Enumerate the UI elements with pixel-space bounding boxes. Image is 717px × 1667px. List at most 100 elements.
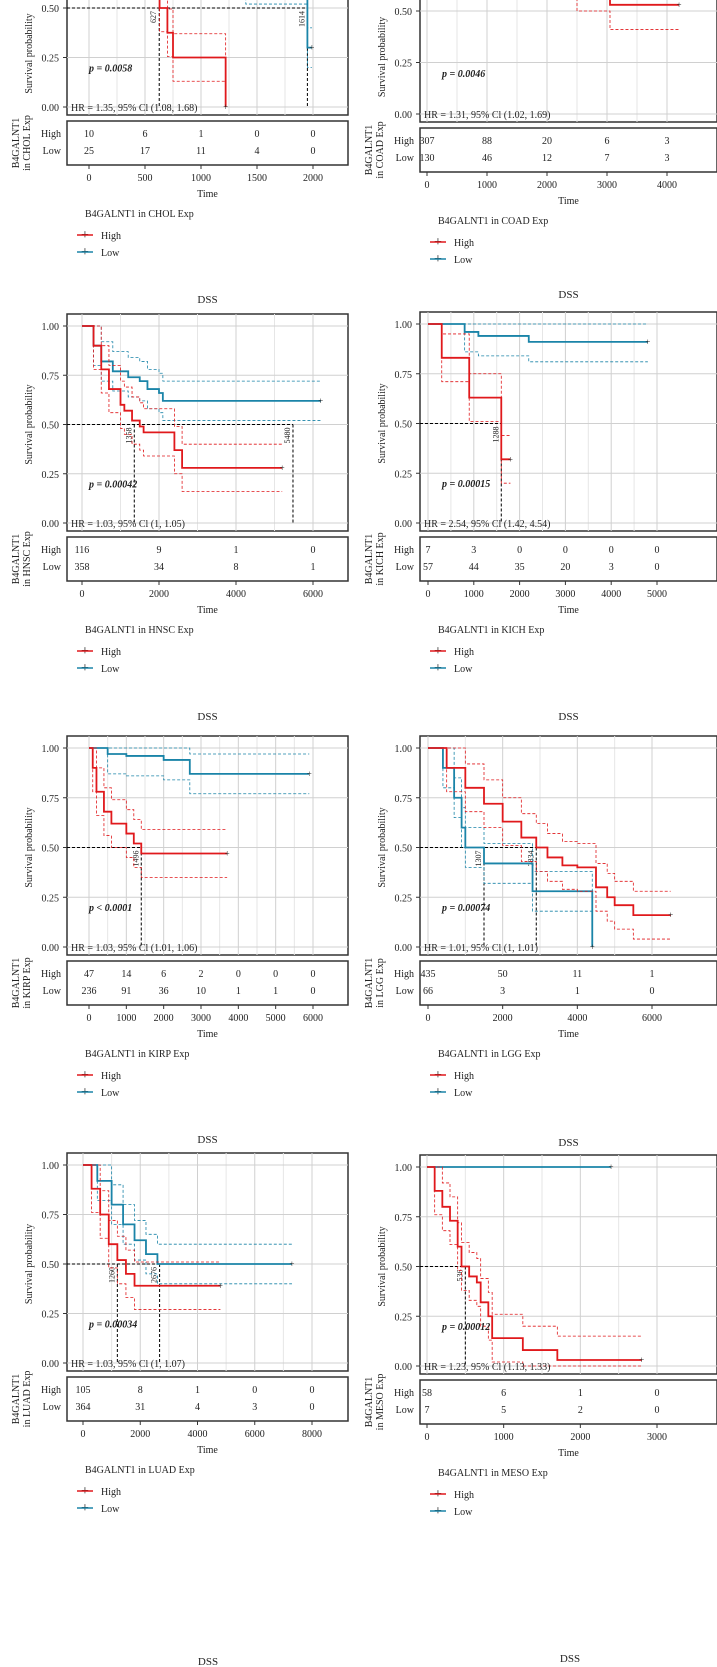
survival-curve-high (428, 747, 671, 917)
risk-count: 66 (423, 986, 433, 997)
legend-low-label: Low (101, 248, 120, 259)
y-tick-label: 0.25 (395, 59, 413, 70)
y-tick-label: 0.50 (395, 844, 413, 855)
panel-title: DSS (558, 289, 578, 301)
risk-count: 3 (252, 1402, 257, 1413)
risk-count: 34 (154, 562, 164, 573)
y-axis-label: Survival probability (24, 384, 35, 464)
survival-curve-low (83, 1164, 292, 1265)
risk-count: 0 (310, 1402, 315, 1413)
risk-count: 20 (560, 562, 570, 573)
risk-count: 17 (140, 146, 150, 157)
y-axis-label: Survival probability (24, 13, 35, 93)
median-label: 1614 (297, 11, 306, 27)
confidence-band-high (83, 1164, 221, 1263)
risk-row-label: Low (396, 562, 415, 573)
x-tick-label: 2000 (570, 1432, 590, 1443)
x-tick-label: 6000 (642, 1013, 662, 1024)
risk-count: 6 (501, 1388, 506, 1399)
risk-count: 12 (542, 153, 552, 164)
risk-table-label: B4GALNT1 (11, 958, 22, 1009)
median-label: 536 (455, 1270, 464, 1282)
risk-count: 5 (501, 1405, 506, 1416)
risk-count: 0 (650, 986, 655, 997)
risk-count: 1 (234, 545, 239, 556)
x-tick-label: 4000 (567, 1013, 587, 1024)
risk-count: 0 (563, 545, 568, 556)
panel-title: DSS (197, 711, 217, 723)
y-tick-label: 1.00 (395, 1163, 413, 1174)
risk-row-label: Low (396, 153, 415, 164)
censor-mark: + (309, 43, 314, 53)
risk-count: 0 (311, 986, 316, 997)
km-panel-chol: 0.00 0.25 0.50 Survival probability 627 1614 +… (11, 0, 349, 260)
censor-mark: + (645, 337, 650, 347)
y-tick-label: 0.50 (42, 844, 60, 855)
risk-count: 7 (605, 153, 610, 164)
risk-count: 1 (195, 1385, 200, 1396)
x-tick-label: 0 (425, 1432, 430, 1443)
legend-low-label: Low (101, 1504, 120, 1515)
legend-low-label: Low (454, 1507, 473, 1518)
x-tick-label: 5000 (266, 1013, 286, 1024)
plot-frame (66, 735, 349, 956)
legend-high-label: High (101, 231, 121, 242)
risk-count: 44 (469, 562, 479, 573)
risk-table-label: B4GALNT1 (364, 958, 375, 1009)
y-axis-label: Survival probability (24, 807, 35, 887)
risk-row-label: Low (43, 1402, 62, 1413)
risk-count: 0 (236, 969, 241, 980)
panel-title: DSS (558, 711, 578, 723)
y-tick-label: 0.75 (42, 794, 60, 805)
y-tick-label: 1.00 (42, 322, 60, 333)
plot-frame (419, 0, 717, 123)
y-tick-label: 0.00 (42, 103, 60, 114)
risk-count: 0 (655, 1405, 660, 1416)
survival-curve-high (83, 1164, 221, 1287)
confidence-band-low (428, 323, 648, 363)
risk-count: 8 (138, 1385, 143, 1396)
y-tick-label: 0.00 (395, 110, 413, 121)
censor-mark: + (307, 769, 312, 779)
hazard-ratio: HR = 1.01, 95% Cl (1, 1.01) (424, 943, 538, 954)
survival-curve-low (428, 323, 648, 343)
risk-table-label: B4GALNT1 (364, 125, 375, 176)
legend-low-label: Low (454, 1088, 473, 1099)
survival-curve-high (89, 747, 228, 855)
x-axis-label: Time (558, 605, 579, 616)
x-tick-label: 500 (138, 173, 153, 184)
y-tick-label: 0.00 (42, 943, 60, 954)
x-tick-label: 3000 (647, 1432, 667, 1443)
legend-low-label: Low (101, 1088, 120, 1099)
hazard-ratio: HR = 2.54, 95% Cl (1.42, 4.54) (424, 519, 550, 530)
censor-mark: + (225, 848, 230, 858)
risk-count: 10 (84, 129, 94, 140)
x-tick-label: 2000 (130, 1429, 150, 1440)
legend-title: B4GALNT1 in LGG Exp (438, 1049, 541, 1060)
confidence-band-low (245, 0, 312, 68)
risk-count: 7 (425, 1405, 430, 1416)
risk-row-label: High (394, 136, 414, 147)
confidence-band-high (428, 747, 671, 892)
legend-low-label: Low (101, 664, 120, 675)
x-tick-label: 1500 (247, 173, 267, 184)
risk-count: 6 (605, 136, 610, 147)
km-panel-luad: DSS 0.00 0.25 0.50 0.75 1.00 Survival probabil… (11, 1134, 349, 1516)
risk-count: 0 (255, 129, 260, 140)
risk-count: 3 (665, 153, 670, 164)
risk-count: 47 (84, 969, 94, 980)
y-axis-label: Survival probability (377, 383, 388, 463)
confidence-band-high (427, 1166, 642, 1337)
risk-count: 1 (650, 969, 655, 980)
x-axis-label: Time (558, 1448, 579, 1459)
x-tick-label: 0 (80, 589, 85, 600)
y-tick-label: 0.75 (42, 371, 60, 382)
hazard-ratio: HR = 1.03, 95% Cl (1, 1.05) (71, 519, 185, 530)
risk-count: 11 (573, 969, 583, 980)
legend-title: B4GALNT1 in MESO Exp (438, 1468, 548, 1479)
y-tick-label: 1.00 (395, 744, 413, 755)
risk-count: 0 (310, 1385, 315, 1396)
censor-mark: + (223, 102, 228, 112)
x-tick-label: 2000 (149, 589, 169, 600)
